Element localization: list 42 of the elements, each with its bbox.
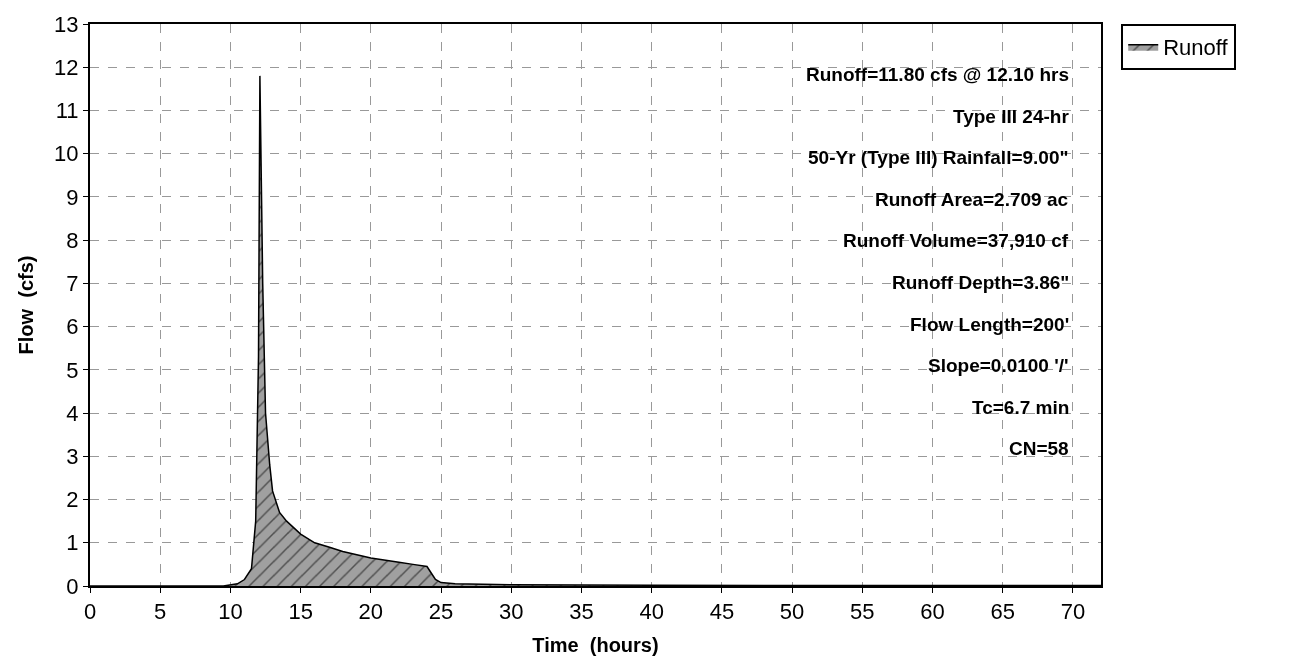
y-tick-label: 0 [66, 573, 79, 599]
annotation: Tc=6.7 min [972, 397, 1070, 418]
x-tick-label: 40 [639, 599, 664, 625]
y-tick-label: 13 [54, 11, 79, 37]
x-tick-label: 35 [569, 599, 594, 625]
x-axis-title: Time (hours) [532, 634, 659, 657]
x-tick-label: 45 [709, 599, 735, 625]
x-tick-label: 60 [920, 599, 945, 625]
legend-label: Runoff [1163, 35, 1229, 61]
annotation: CN=58 [1009, 438, 1069, 459]
x-tick-label: 10 [218, 599, 243, 625]
annotation: Runoff Area=2.709 ac [875, 189, 1069, 210]
x-tick-label: 55 [850, 599, 875, 625]
annotation: Runoff Depth=3.86" [892, 272, 1070, 293]
y-tick-label: 11 [55, 98, 79, 124]
y-tick-label: 6 [66, 314, 79, 340]
x-tick-label: 50 [779, 599, 805, 625]
y-tick-label: 4 [66, 400, 79, 426]
annotation: Slope=0.0100 '/' [928, 355, 1069, 376]
y-axis-title: Flow (cfs) [15, 255, 38, 355]
annotation: Runoff Volume=37,910 cf [843, 230, 1069, 251]
y-tick-label: 2 [66, 487, 79, 513]
y-tick-label: 8 [66, 227, 79, 253]
annotation: Flow Length=200' [910, 314, 1070, 335]
x-tick-label: 0 [83, 599, 97, 625]
x-tick-label: 5 [154, 599, 167, 625]
y-tick-label: 5 [66, 357, 79, 383]
x-tick-label: 25 [428, 599, 454, 625]
x-tick-label: 20 [358, 599, 384, 625]
y-tick-label: 1 [66, 530, 79, 556]
annotation: Type III 24-hr [953, 106, 1070, 127]
y-tick-label: 12 [54, 54, 79, 80]
y-tick-label: 10 [54, 141, 79, 167]
y-tick-label: 3 [66, 444, 79, 470]
annotation: 50-Yr (Type III) Rainfall=9.00" [808, 147, 1069, 168]
x-tick-label: 15 [288, 599, 313, 625]
x-tick-label: 30 [499, 599, 524, 625]
y-tick-label: 9 [66, 184, 79, 210]
x-tick-label: 65 [990, 599, 1015, 625]
x-tick-label: 70 [1060, 599, 1086, 625]
annotation: Runoff=11.80 cfs @ 12.10 hrs [806, 64, 1070, 85]
y-tick-label: 7 [66, 271, 79, 297]
